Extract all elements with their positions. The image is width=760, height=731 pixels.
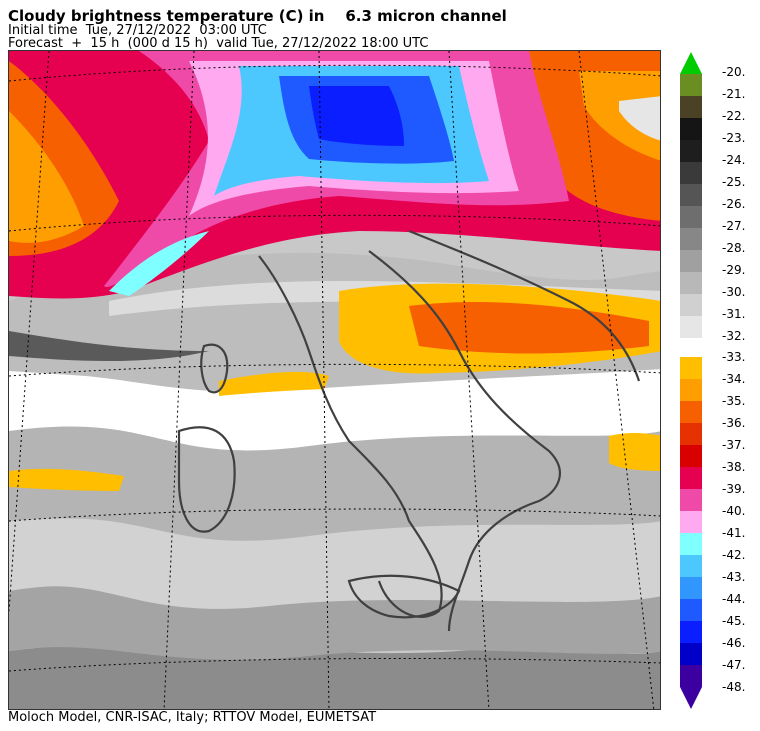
- red-adriatic: [409, 301, 649, 354]
- colorbar-label: -45.: [722, 614, 745, 628]
- colorbar-arrow-down: [680, 687, 702, 709]
- lat-line-5: [9, 657, 660, 672]
- colorbar-label: -46.: [722, 636, 745, 650]
- coast-sardinia: [177, 426, 236, 533]
- colorbar-swatch: [680, 316, 702, 338]
- lat-line-1: [9, 64, 660, 82]
- coastlines: [177, 229, 641, 632]
- colorbar-label: -29.: [722, 263, 745, 277]
- colorbar-label: -48.: [722, 680, 745, 694]
- orange-west-inner: [9, 111, 84, 243]
- dark-band-south: [9, 643, 660, 709]
- colorbar-label: -43.: [722, 570, 745, 584]
- dark-streak: [9, 331, 209, 361]
- map-canvas: [9, 51, 660, 709]
- colorbar-canvas: -20. -21. -22. -23. -24. -25. -26. -27. -28. -29.…: [680, 52, 745, 709]
- lat-line-4: [9, 508, 660, 522]
- colorbar-swatch: [680, 228, 702, 250]
- colorbar-swatch: [680, 401, 702, 423]
- colorbar-label: -38.: [722, 460, 745, 474]
- cyan-tail: [109, 231, 209, 296]
- colorbar-swatch: [680, 533, 702, 555]
- colorbar-swatch: [680, 74, 702, 96]
- coast-sicily: [347, 574, 461, 619]
- colorbar-label: -34.: [722, 372, 745, 386]
- colorbar-swatch: [680, 206, 702, 228]
- colorbar-label: -33.: [722, 350, 745, 364]
- colorbar-swatch: [680, 162, 702, 184]
- light-band-mid: [9, 513, 660, 609]
- colorbar-label: -31.: [722, 307, 745, 321]
- lon-line-4: [448, 51, 490, 709]
- orange-strip: [219, 371, 329, 396]
- coast-italy-west: [258, 255, 443, 618]
- colorbar-swatch: [680, 294, 702, 316]
- colorbar-label: -24.: [722, 153, 745, 167]
- forecast-validity: Forecast + 15 h (000 d 15 h) valid Tue, …: [8, 36, 429, 51]
- colorbar-swatch: [680, 467, 702, 489]
- colorbar-swatch: [680, 96, 702, 118]
- orange-west: [9, 468, 124, 491]
- colorbar-swatch: [680, 118, 702, 140]
- colorbar-label: -42.: [722, 548, 745, 562]
- lat-line-2: [9, 214, 660, 232]
- colorbar-swatch: [680, 577, 702, 599]
- lon-line-5: [578, 51, 655, 709]
- colorbar-swatch: [680, 489, 702, 511]
- lat-line-3: [9, 363, 660, 377]
- colorbar-label: -41.: [722, 526, 745, 540]
- lon-line-1: [9, 51, 50, 612]
- colorbar-swatch: [680, 643, 702, 665]
- colorbar-swatch: [680, 621, 702, 643]
- colorbar-swatch: [680, 379, 702, 401]
- colorbar-label: -44.: [722, 592, 745, 606]
- coast-italy-east: [368, 250, 561, 632]
- colorbar-label: -25.: [722, 175, 745, 189]
- colorbar-label: -23.: [722, 131, 745, 145]
- colorbar-label: -22.: [722, 109, 745, 123]
- coast-corsica: [200, 343, 229, 394]
- initial-time: Initial time Tue, 27/12/2022 03:00 UTC: [8, 23, 267, 38]
- colorbar-label: -20.: [722, 65, 745, 79]
- deep-blue-core: [309, 86, 404, 146]
- colorbar-label: -37.: [722, 438, 745, 452]
- orange-east: [609, 433, 660, 471]
- colorbar-label: -26.: [722, 197, 745, 211]
- colorbar-label: -36.: [722, 416, 745, 430]
- colorbar-swatch: [680, 555, 702, 577]
- colorbar: -20. -21. -22. -23. -24. -25. -26. -27. -28. -29.…: [672, 50, 760, 710]
- lon-line-3: [318, 51, 330, 709]
- colorbar-label: -28.: [722, 241, 745, 255]
- white-east-cap: [619, 96, 660, 141]
- colorbar-swatch: [680, 423, 702, 445]
- coast-balkan: [408, 229, 641, 382]
- colorbar-swatch: [680, 599, 702, 621]
- clear-band: [9, 367, 660, 451]
- colorbar-label: -30.: [722, 285, 745, 299]
- colorbar-label: -35.: [722, 394, 745, 408]
- colorbar-swatch: [680, 357, 702, 379]
- colorbar-label: -39.: [722, 482, 745, 496]
- colorbar-label: -32.: [722, 329, 745, 343]
- colorbar-swatch: [680, 184, 702, 206]
- colorbar-swatch: [680, 140, 702, 162]
- colorbar-label: -27.: [722, 219, 745, 233]
- gray-band-upper: [9, 423, 660, 541]
- colorbar-label: -47.: [722, 658, 745, 672]
- orange-east-inner: [579, 71, 660, 161]
- colorbar-label: -40.: [722, 504, 745, 518]
- colorbar-label: -21.: [722, 87, 745, 101]
- colorbar-swatch: [680, 445, 702, 467]
- colorbar-swatch: [680, 665, 702, 687]
- credit-line: Moloch Model, CNR-ISAC, Italy; RTTOV Mod…: [8, 710, 377, 725]
- colorbar-swatch: [680, 250, 702, 272]
- map-title: Cloudy brightness temperature (C) in 6.3…: [8, 7, 507, 25]
- colorbar-swatch: [680, 511, 702, 533]
- colorbar-arrow-up: [680, 52, 702, 74]
- colorbar-swatch: [680, 272, 702, 294]
- lon-line-2: [163, 51, 195, 709]
- graticule: [9, 51, 660, 709]
- satellite-map: [8, 50, 661, 710]
